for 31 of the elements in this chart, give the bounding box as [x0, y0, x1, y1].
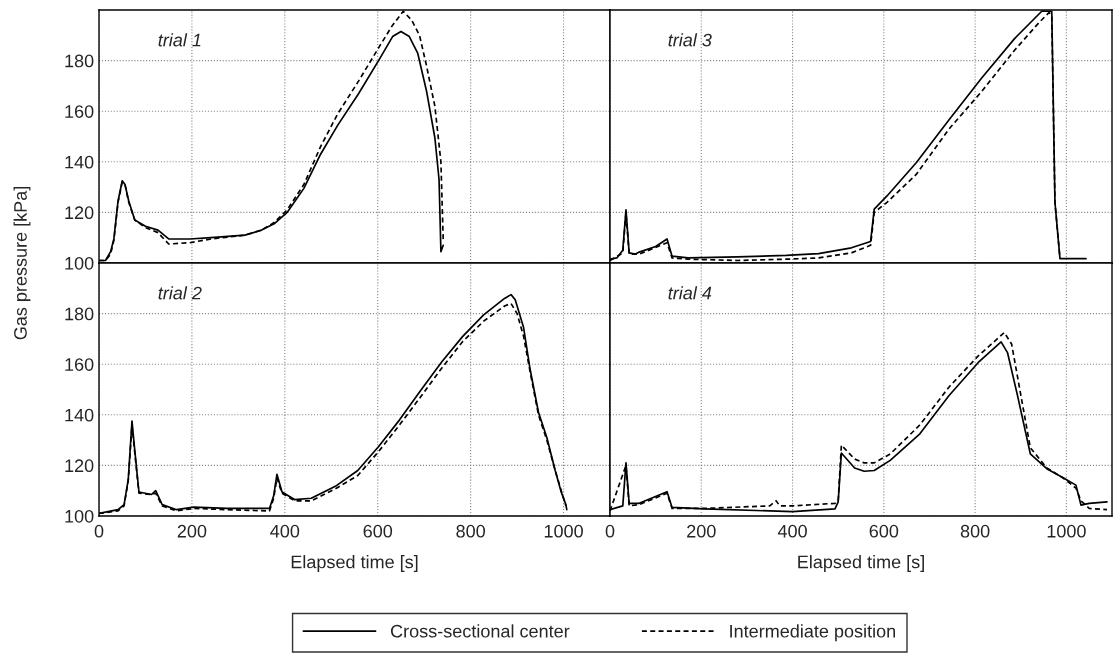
annotation: trial 2	[158, 286, 202, 300]
y-tick-label: 100	[65, 256, 94, 270]
x-tick-label: 800	[960, 524, 990, 538]
x-tick-label: 400	[777, 524, 807, 538]
y-tick-label: 160	[65, 358, 94, 371]
x-tick-label: 200	[177, 524, 207, 538]
x-axis-title: Elapsed time [s]	[291, 555, 418, 572]
x-tick-label: 600	[869, 524, 899, 538]
y-tick-label: 140	[65, 155, 94, 169]
y-tick-label: 120	[65, 206, 94, 220]
x-axis-title: Elapsed time [s]	[798, 555, 924, 572]
x-tick-label: 1000	[1047, 524, 1086, 538]
x-tick-label: 600	[363, 524, 393, 538]
y-axis-title: Gas pressure [kPa]	[13, 187, 31, 340]
x-tick-label: 800	[456, 524, 485, 538]
y-tick-label: 100	[65, 509, 94, 523]
y-tick-label: 140	[65, 408, 94, 422]
annotation: trial 4	[668, 286, 712, 300]
x-tick-label: 0	[94, 524, 104, 538]
x-tick-label: 1000	[544, 524, 583, 538]
y-tick-label: 180	[65, 54, 94, 68]
annotation: trial 1	[158, 33, 201, 47]
annotation: trial 3	[668, 33, 712, 47]
legend-label: Cross-sectional center	[390, 624, 570, 638]
x-tick-label: 0	[605, 524, 615, 538]
y-tick-label: 180	[65, 307, 94, 321]
y-tick-label: 120	[65, 459, 94, 473]
y-tick-label: 160	[65, 105, 94, 118]
legend-label: Intermediate position	[730, 624, 896, 642]
x-tick-label: 400	[270, 524, 300, 538]
x-tick-label: 200	[687, 524, 716, 538]
